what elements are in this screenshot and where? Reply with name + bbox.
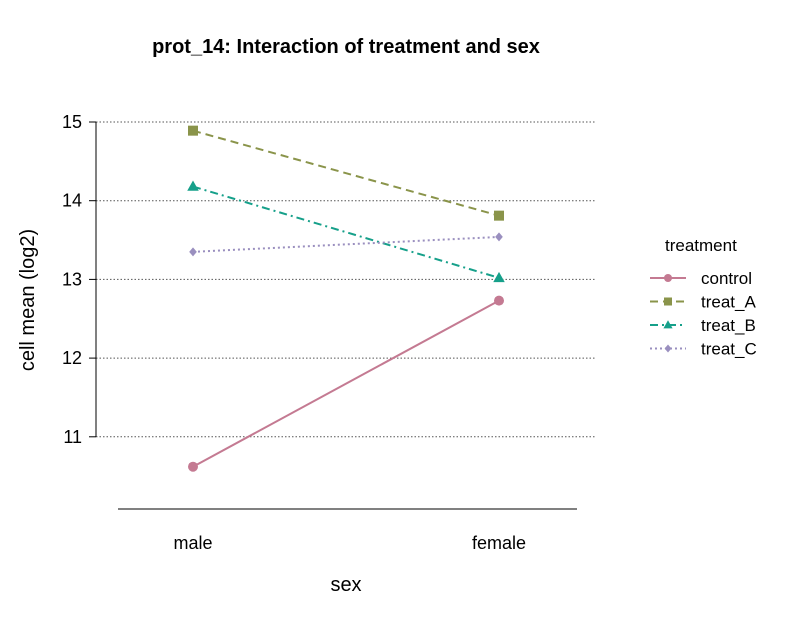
series-line	[192, 235, 500, 253]
y-tick-label: 14	[62, 191, 82, 211]
y-tick-label: 15	[62, 112, 82, 132]
chart-title: prot_14: Interaction of treatment and se…	[152, 36, 540, 58]
data-point	[495, 232, 503, 242]
legend-swatch-marker	[664, 344, 672, 353]
legend-swatch-marker	[663, 320, 673, 329]
x-tick-label: female	[472, 533, 526, 553]
legend: treatment control treat_A treat_B treat_C	[650, 236, 757, 359]
data-point	[188, 125, 198, 136]
legend-item-treat_A: treat_A	[650, 293, 756, 312]
y-tick-label: 11	[63, 427, 82, 447]
series-line	[192, 129, 500, 217]
data-point	[494, 295, 504, 306]
series-layer	[187, 125, 505, 472]
legend-label: treat_A	[701, 293, 756, 312]
y-tick-label: 12	[62, 348, 82, 368]
legend-swatch-marker	[664, 274, 672, 282]
data-point	[494, 210, 504, 221]
grid-layer	[96, 121, 595, 438]
legend-label: control	[701, 269, 752, 288]
y-axis-label: cell mean (log2)	[17, 229, 39, 371]
legend-item-treat_B: treat_B	[650, 316, 756, 335]
data-point	[187, 180, 199, 191]
legend-swatch-marker	[664, 297, 672, 306]
data-point	[188, 461, 198, 472]
legend-item-control: control	[650, 269, 752, 288]
data-point	[189, 247, 197, 257]
legend-label: treat_B	[701, 316, 756, 335]
legend-label: treat_C	[701, 340, 757, 359]
series-control	[188, 295, 504, 472]
series-treat_A	[188, 125, 504, 221]
series-line	[192, 299, 500, 468]
series-treat_B	[187, 180, 505, 283]
series-treat_C	[189, 232, 503, 257]
y-axis: 11 12 13 14 15	[62, 112, 97, 447]
legend-item-treat_C: treat_C	[650, 340, 757, 359]
legend-title: treatment	[665, 236, 737, 255]
y-tick-label: 13	[62, 269, 82, 289]
x-axis: male female	[173, 533, 526, 553]
data-point	[493, 271, 505, 283]
x-axis-label: sex	[330, 574, 361, 596]
x-tick-label: male	[173, 533, 212, 553]
